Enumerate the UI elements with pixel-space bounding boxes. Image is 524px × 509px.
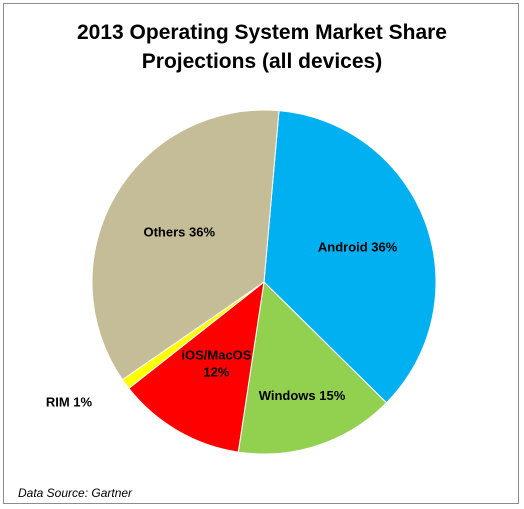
chart-title: 2013 Operating System Market Share Proje…	[4, 18, 520, 76]
slice-label-windows: Windows 15%	[259, 388, 346, 403]
slice-label-line: 12%	[203, 364, 229, 379]
slice-label-line: iOS/MacOS	[181, 347, 251, 362]
slice-label-line: Windows 15%	[259, 388, 346, 403]
slice-label-others: Others 36%	[143, 225, 215, 240]
slice-label-ios-macos: iOS/MacOS 12%	[181, 347, 251, 379]
pie-chart: Android 36% Windows 15% iOS/MacOS 12% RIM 1%…	[46, 109, 437, 455]
pie-slice-windows	[237, 280, 388, 455]
chart-frame: 2013 Operating System Market Share Proje…	[3, 3, 519, 504]
pie-slice-android	[263, 110, 437, 404]
pie-slice-others	[91, 109, 280, 381]
slice-label-android: Android 36%	[318, 240, 398, 255]
slice-label-line: Android 36%	[318, 240, 398, 255]
pie-slice-ios-macos	[128, 280, 265, 453]
data-source-note: Data Source: Gartner	[18, 486, 133, 500]
slice-label-line: RIM 1%	[46, 394, 93, 409]
chart-title-line-2: Projections (all devices)	[141, 50, 383, 73]
slice-label-rim: RIM 1%	[46, 394, 93, 409]
chart-title-line-1: 2013 Operating System Market Share	[76, 21, 447, 44]
slice-label-line: Others 36%	[143, 225, 215, 240]
